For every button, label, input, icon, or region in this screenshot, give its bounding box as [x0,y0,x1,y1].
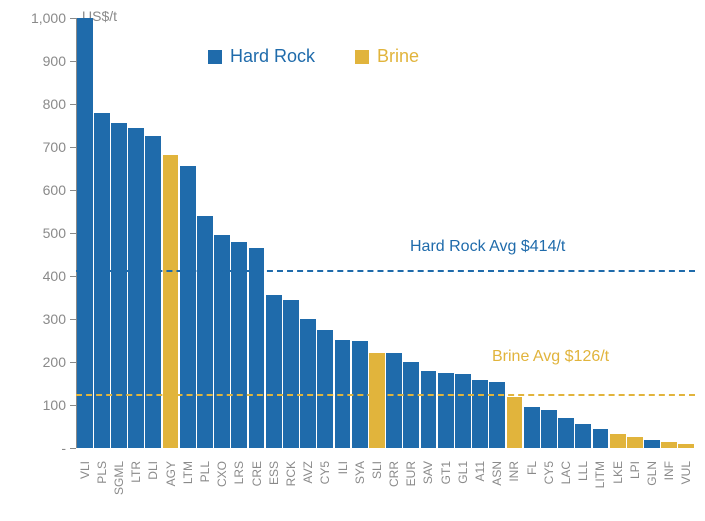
bar-gl1 [455,374,471,448]
bar-lac [558,418,574,448]
x-tick-label: LLL [576,461,590,521]
bar-inr [507,397,523,448]
y-tick-mark [70,405,76,406]
y-tick-mark [70,276,76,277]
bar-inf [661,442,677,448]
bar-agy [163,155,179,448]
y-tick-label: 100 [43,397,66,413]
y-tick-mark [70,147,76,148]
bar-ltm [180,166,196,448]
y-tick-mark [70,61,76,62]
bar-lke [610,434,626,448]
x-tick-label: LTM [181,461,195,521]
y-tick-label: 400 [43,268,66,284]
x-tick-label: AVZ [301,461,315,521]
bar-avz [300,319,316,448]
x-tick-label: LTR [129,461,143,521]
x-tick-label: CXO [215,461,229,521]
bar-vli [77,18,93,448]
x-tick-label: EUR [404,461,418,521]
x-tick-label: VUL [679,461,693,521]
y-tick-label: 600 [43,182,66,198]
bar-cre [249,248,265,448]
x-tick-label: AGY [164,461,178,521]
x-tick-label: SYA [353,461,367,521]
x-tick-label: ILI [336,461,350,521]
y-tick-label: 500 [43,225,66,241]
x-tick-label: PLS [95,461,109,521]
y-tick-label: 1,000 [31,10,66,26]
x-tick-label: GLN [645,461,659,521]
y-tick-label: 200 [43,354,66,370]
bar-sav [421,371,437,448]
y-tick-label: 700 [43,139,66,155]
x-tick-label: INR [507,461,521,521]
bar-crr [386,353,402,448]
brine-avg-line [76,394,695,396]
bar-ltr [128,128,144,448]
bar-a11 [472,380,488,448]
x-tick-label: GT1 [439,461,453,521]
x-tick-label: SAV [421,461,435,521]
bar-cxo [214,235,230,448]
x-tick-label: INF [662,461,676,521]
x-tick-label: LITM [593,461,607,521]
hard-rock-avg-line [76,270,695,272]
lithium-cost-bar-chart: US$/t Hard Rock Brine -10020030040050060… [0,0,705,520]
bars-container [76,18,695,448]
bar-fl [524,407,540,448]
y-tick-label: 900 [43,53,66,69]
bar-ess [266,295,282,448]
bar-sgml [111,123,127,448]
bar-cy5 [541,410,557,448]
x-tick-label: SGML [112,461,126,521]
bar-cy5 [317,330,333,448]
y-tick-mark [70,104,76,105]
x-tick-label: FL [525,461,539,521]
x-tick-label: LRS [232,461,246,521]
y-tick-mark [70,18,76,19]
x-tick-label: VLI [78,461,92,521]
x-tick-label: SLI [370,461,384,521]
bar-pll [197,216,213,448]
y-tick-mark [70,319,76,320]
x-tick-label: LKE [611,461,625,521]
x-tick-label: RCK [284,461,298,521]
y-tick-mark [70,362,76,363]
bar-lrs [231,242,247,448]
x-tick-label: CRE [250,461,264,521]
x-tick-label: CY5 [318,461,332,521]
bar-lpi [627,437,643,448]
x-tick-label: GL1 [456,461,470,521]
x-tick-label: A11 [473,461,487,521]
y-tick-label: - [61,440,66,456]
bar-dli [145,136,161,448]
bar-gln [644,440,660,448]
y-tick-label: 300 [43,311,66,327]
x-tick-label: ASN [490,461,504,521]
bar-litm [593,429,609,448]
bar-vul [678,444,694,448]
bar-rck [283,300,299,448]
bar-pls [94,113,110,448]
x-tick-label: DLI [146,461,160,521]
bar-eur [403,362,419,448]
plot-area [76,18,695,448]
x-tick-label: PLL [198,461,212,521]
y-tick-label: 800 [43,96,66,112]
y-tick-mark [70,190,76,191]
y-tick-mark [70,233,76,234]
y-tick-mark [70,448,76,449]
x-tick-label: CY5 [542,461,556,521]
x-tick-label: LPI [628,461,642,521]
bar-lll [575,424,591,448]
hard-rock-avg-label: Hard Rock Avg $414/t [410,238,565,256]
brine-avg-label: Brine Avg $126/t [492,348,609,366]
x-tick-label: LAC [559,461,573,521]
bar-asn [489,382,505,448]
x-tick-label: CRR [387,461,401,521]
bar-sli [369,353,385,448]
x-tick-label: ESS [267,461,281,521]
bar-gt1 [438,373,454,448]
